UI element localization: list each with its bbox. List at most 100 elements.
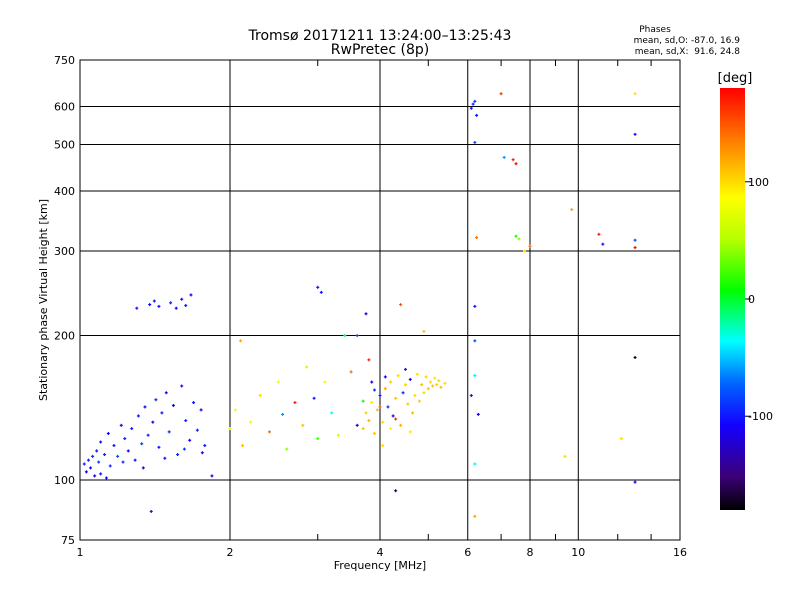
data-point	[394, 417, 398, 421]
data-point	[249, 420, 253, 424]
data-point	[140, 442, 144, 446]
data-point	[195, 428, 199, 432]
data-point	[415, 372, 419, 376]
colorbar-ticks: 100 0 -100	[745, 176, 773, 423]
data-point	[386, 405, 390, 409]
data-point	[189, 293, 193, 297]
data-point	[93, 474, 97, 478]
data-point	[422, 329, 426, 333]
data-point	[502, 155, 506, 159]
data-point	[433, 376, 437, 380]
data-point	[473, 99, 477, 103]
data-point	[370, 401, 374, 405]
data-point	[473, 462, 477, 466]
data-point	[119, 423, 123, 427]
data-point	[475, 113, 479, 117]
phases-legend-x: mean, sd,X: 91.6, 24.8	[635, 47, 741, 57]
data-point	[514, 162, 518, 166]
data-point	[473, 140, 477, 144]
data-point	[361, 427, 365, 431]
data-point	[95, 449, 99, 453]
data-point	[169, 301, 173, 305]
data-point	[633, 238, 637, 242]
data-point	[143, 405, 147, 409]
data-point	[403, 367, 407, 371]
data-point	[258, 394, 262, 398]
data-point	[301, 423, 305, 427]
data-point	[293, 401, 297, 405]
data-point	[160, 411, 164, 415]
data-point	[375, 408, 379, 412]
data-point	[364, 411, 368, 415]
data-point	[99, 472, 103, 476]
y-tick-label: 300	[54, 245, 75, 258]
data-point	[394, 396, 398, 400]
y-tick-label: 400	[54, 185, 75, 198]
data-point	[154, 398, 158, 402]
data-point	[149, 509, 153, 513]
data-point	[126, 449, 130, 453]
data-point	[184, 419, 188, 423]
data-point	[633, 132, 637, 136]
data-point	[349, 370, 353, 374]
data-point	[361, 399, 365, 403]
data-point	[319, 290, 323, 294]
phases-legend-o: mean, sd,O: -87.0, 16.9	[634, 36, 741, 46]
data-point	[355, 423, 359, 427]
chart-title: Tromsø 20171211 13:24:00–13:25:43	[248, 28, 512, 44]
data-point	[473, 374, 477, 378]
data-point	[417, 399, 421, 403]
data-point	[130, 427, 134, 431]
data-point	[151, 420, 155, 424]
data-point	[228, 427, 232, 431]
data-point	[233, 408, 237, 412]
data-point	[133, 458, 137, 462]
data-point	[316, 437, 320, 441]
data-point	[367, 358, 371, 362]
data-point	[106, 432, 110, 436]
y-tick-label: 100	[54, 474, 75, 487]
data-point	[422, 391, 426, 395]
data-point	[428, 380, 432, 384]
data-point	[121, 460, 125, 464]
data-point	[112, 444, 116, 448]
data-point	[152, 299, 156, 303]
data-point	[391, 414, 395, 418]
data-point	[176, 453, 180, 457]
data-point	[511, 158, 515, 162]
data-point	[399, 303, 403, 307]
data-point	[163, 456, 167, 460]
data-point	[426, 387, 430, 391]
data-point	[443, 381, 447, 385]
data-point	[157, 304, 161, 308]
data-point	[473, 304, 477, 308]
data-point	[471, 102, 475, 106]
data-point	[633, 92, 637, 96]
data-point	[435, 383, 439, 387]
data-point	[157, 445, 161, 449]
data-point	[82, 462, 86, 466]
data-point	[475, 236, 479, 240]
data-point	[499, 92, 503, 96]
data-point	[389, 380, 393, 384]
data-point	[437, 379, 441, 383]
data-point	[364, 312, 368, 316]
data-point	[633, 246, 637, 250]
data-point	[91, 454, 95, 458]
data-points	[82, 92, 637, 518]
data-point	[108, 464, 112, 468]
data-point	[203, 444, 207, 448]
data-point	[210, 474, 214, 478]
data-point	[431, 384, 435, 388]
data-point	[439, 385, 443, 389]
data-point	[123, 437, 127, 441]
data-point	[514, 234, 518, 238]
data-point	[570, 208, 574, 212]
data-point	[381, 420, 385, 424]
data-point	[200, 451, 204, 455]
data-point	[336, 433, 340, 437]
data-point	[330, 411, 334, 415]
data-point	[383, 375, 387, 379]
x-tick-label: 2	[227, 546, 234, 559]
